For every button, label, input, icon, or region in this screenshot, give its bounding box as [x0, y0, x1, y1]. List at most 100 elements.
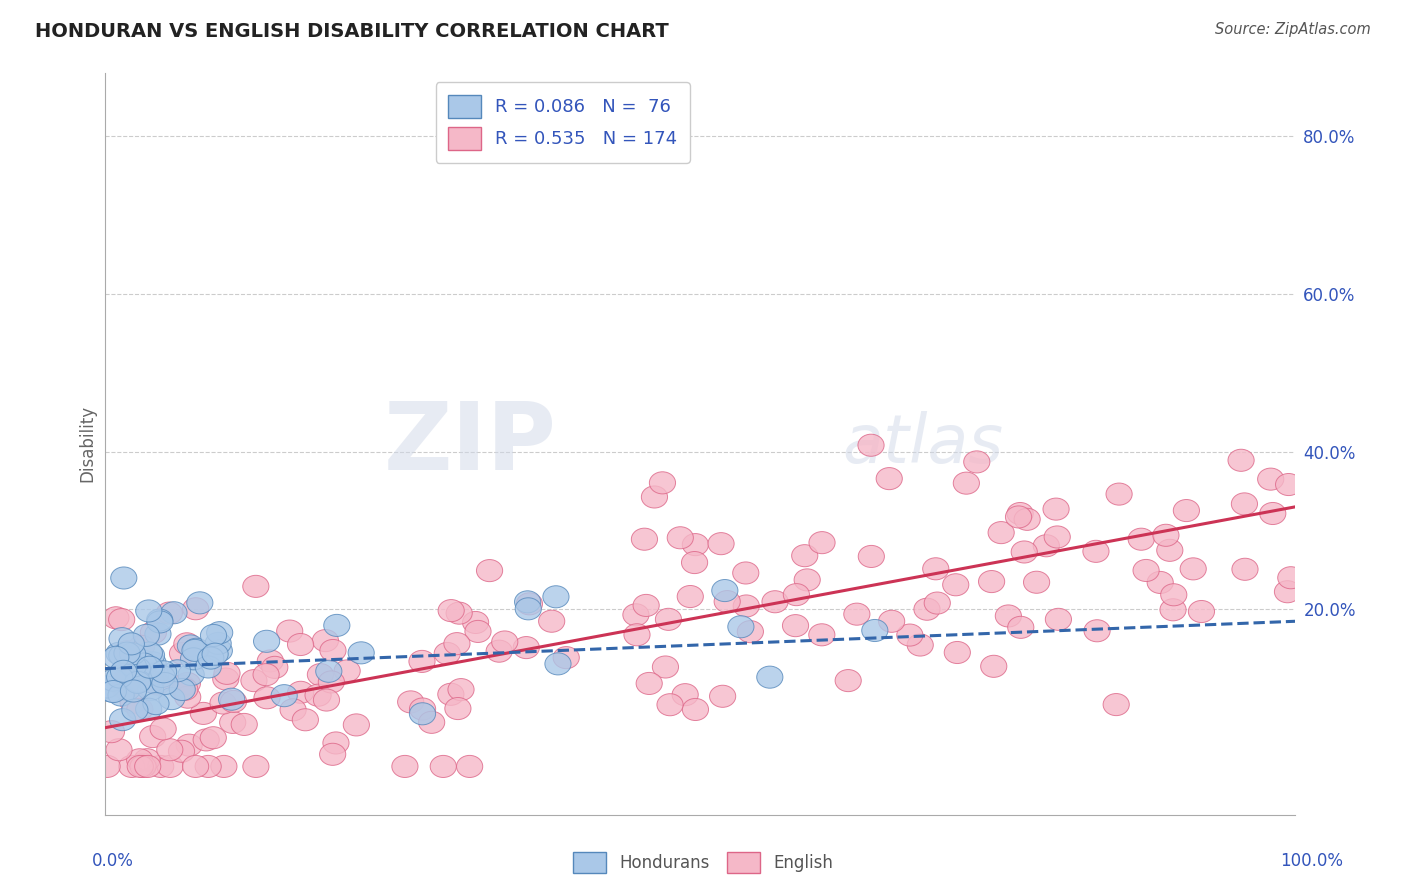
Ellipse shape: [398, 690, 423, 713]
Ellipse shape: [434, 642, 460, 665]
Legend: Hondurans, English: Hondurans, English: [567, 846, 839, 880]
Ellipse shape: [118, 632, 145, 655]
Ellipse shape: [141, 622, 166, 643]
Ellipse shape: [183, 639, 209, 660]
Ellipse shape: [1128, 528, 1154, 550]
Ellipse shape: [110, 708, 136, 731]
Ellipse shape: [650, 472, 675, 494]
Ellipse shape: [862, 619, 889, 641]
Ellipse shape: [513, 637, 540, 658]
Text: ZIP: ZIP: [384, 398, 557, 490]
Ellipse shape: [209, 692, 236, 714]
Text: atlas: atlas: [842, 411, 1004, 476]
Ellipse shape: [995, 605, 1021, 627]
Ellipse shape: [876, 467, 903, 490]
Ellipse shape: [1161, 583, 1187, 606]
Ellipse shape: [135, 698, 162, 720]
Ellipse shape: [1008, 616, 1033, 639]
Ellipse shape: [682, 698, 709, 721]
Ellipse shape: [318, 671, 344, 693]
Ellipse shape: [409, 703, 436, 725]
Ellipse shape: [1173, 500, 1199, 522]
Ellipse shape: [409, 698, 436, 720]
Ellipse shape: [160, 602, 187, 624]
Ellipse shape: [858, 434, 884, 457]
Ellipse shape: [672, 683, 699, 706]
Ellipse shape: [176, 734, 202, 756]
Ellipse shape: [897, 624, 922, 646]
Ellipse shape: [516, 593, 543, 615]
Ellipse shape: [737, 621, 763, 643]
Ellipse shape: [149, 665, 176, 688]
Ellipse shape: [143, 673, 170, 695]
Ellipse shape: [343, 714, 370, 736]
Ellipse shape: [105, 642, 132, 665]
Ellipse shape: [174, 673, 201, 695]
Ellipse shape: [107, 666, 132, 688]
Ellipse shape: [1133, 559, 1159, 582]
Ellipse shape: [430, 756, 457, 778]
Text: Source: ZipAtlas.com: Source: ZipAtlas.com: [1215, 22, 1371, 37]
Ellipse shape: [94, 756, 120, 778]
Ellipse shape: [254, 687, 280, 709]
Ellipse shape: [515, 598, 541, 620]
Ellipse shape: [138, 679, 163, 700]
Ellipse shape: [183, 756, 208, 778]
Ellipse shape: [195, 756, 221, 778]
Ellipse shape: [1180, 558, 1206, 580]
Ellipse shape: [323, 732, 349, 754]
Ellipse shape: [316, 660, 342, 682]
Ellipse shape: [122, 699, 148, 721]
Ellipse shape: [169, 740, 194, 763]
Ellipse shape: [136, 657, 163, 678]
Ellipse shape: [633, 594, 659, 616]
Ellipse shape: [1084, 620, 1111, 642]
Ellipse shape: [218, 688, 245, 710]
Ellipse shape: [980, 656, 1007, 677]
Ellipse shape: [305, 684, 332, 706]
Ellipse shape: [125, 670, 152, 692]
Ellipse shape: [465, 620, 491, 642]
Ellipse shape: [1260, 502, 1286, 524]
Ellipse shape: [134, 748, 160, 771]
Ellipse shape: [142, 663, 169, 685]
Ellipse shape: [146, 609, 173, 632]
Ellipse shape: [177, 635, 204, 657]
Ellipse shape: [114, 640, 141, 663]
Ellipse shape: [1007, 502, 1033, 524]
Ellipse shape: [105, 739, 132, 761]
Ellipse shape: [100, 669, 127, 691]
Ellipse shape: [112, 668, 139, 690]
Ellipse shape: [835, 670, 862, 691]
Ellipse shape: [277, 620, 302, 642]
Ellipse shape: [349, 641, 374, 664]
Ellipse shape: [437, 683, 464, 706]
Ellipse shape: [169, 679, 195, 700]
Text: HONDURAN VS ENGLISH DISABILITY CORRELATION CHART: HONDURAN VS ENGLISH DISABILITY CORRELATI…: [35, 22, 669, 41]
Ellipse shape: [492, 631, 517, 653]
Ellipse shape: [135, 600, 162, 622]
Ellipse shape: [515, 591, 541, 613]
Ellipse shape: [655, 608, 682, 631]
Y-axis label: Disability: Disability: [79, 405, 96, 483]
Ellipse shape: [100, 681, 127, 703]
Ellipse shape: [207, 640, 232, 662]
Ellipse shape: [179, 664, 204, 686]
Ellipse shape: [174, 632, 200, 655]
Ellipse shape: [879, 610, 904, 632]
Ellipse shape: [392, 756, 418, 778]
Ellipse shape: [131, 753, 156, 775]
Ellipse shape: [98, 680, 124, 702]
Ellipse shape: [623, 604, 650, 626]
Ellipse shape: [187, 591, 212, 614]
Ellipse shape: [782, 615, 808, 637]
Ellipse shape: [409, 650, 434, 673]
Ellipse shape: [457, 756, 482, 778]
Ellipse shape: [292, 709, 318, 731]
Ellipse shape: [988, 522, 1014, 543]
Ellipse shape: [257, 650, 284, 672]
Ellipse shape: [1104, 694, 1129, 715]
Ellipse shape: [709, 533, 734, 555]
Ellipse shape: [211, 756, 238, 778]
Ellipse shape: [138, 644, 165, 666]
